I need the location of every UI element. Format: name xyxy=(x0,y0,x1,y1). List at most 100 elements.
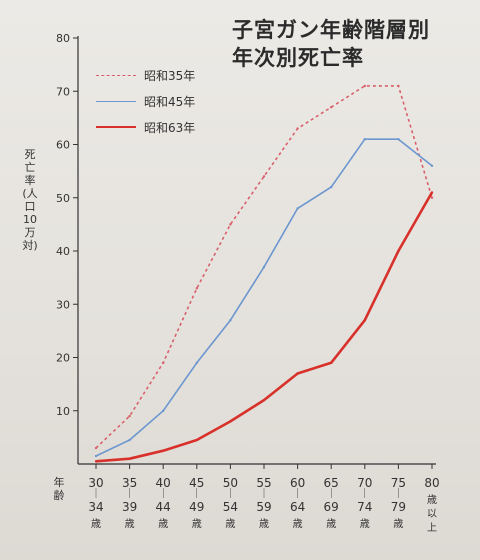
x-tick-dash-2: ｜ xyxy=(158,489,169,500)
series-0-point-3 xyxy=(195,287,198,290)
series-1-point-3 xyxy=(195,361,198,365)
x-tick-label-1: 35 ｜ 39 歳 xyxy=(122,476,138,532)
x-tick-hi-7: 69 xyxy=(323,500,339,514)
x-tick-hi-4: 54 xyxy=(222,500,239,514)
series-0-point-8 xyxy=(363,84,366,88)
x-tick-label-5: 55 ｜ 59 歳 xyxy=(256,476,272,532)
x-tick-suffix-0: 歳 xyxy=(91,519,101,530)
y-tick-label-50: 50 xyxy=(56,192,70,205)
x-tick-dash-3: ｜ xyxy=(191,489,202,500)
x-tick-label-10: 80 歳以上 xyxy=(424,476,440,536)
x-tick-label-2: 40 ｜ 44 歳 xyxy=(155,476,171,532)
series-1-point-0 xyxy=(94,454,98,458)
x-tick-dash-5: ｜ xyxy=(259,489,269,500)
x-tick-lo-6: 60 xyxy=(289,476,306,490)
x-tick-suffix-3: 歳 xyxy=(191,519,202,530)
x-tick-label-4: 50 ｜ 54 歳 xyxy=(222,476,238,532)
y-tick-label-10: 10 xyxy=(56,405,70,418)
series-0-point-6 xyxy=(296,127,299,130)
series-1-point-7 xyxy=(330,185,333,189)
legend-item-s35: 昭和35年 xyxy=(96,62,195,88)
x-tick-lo-7: 65 xyxy=(323,476,339,490)
y-tick-label-80: 80 xyxy=(56,32,70,45)
series-2-point-4 xyxy=(229,420,232,423)
series-line-2 xyxy=(95,191,434,463)
series-2-point-0 xyxy=(94,460,98,463)
series-1-point-8 xyxy=(363,137,366,141)
series-2-point-10 xyxy=(430,191,434,194)
series-1-point-4 xyxy=(229,319,232,322)
x-tick-label-0: 30 ｜ 34 歳 xyxy=(88,476,104,532)
series-2-point-1 xyxy=(128,457,131,460)
y-tick-label-40: 40 xyxy=(56,245,70,258)
x-tick-lo-4: 50 xyxy=(222,476,239,490)
legend-item-s45: 昭和45年 xyxy=(96,88,195,114)
legend-swatch-s63 xyxy=(96,126,136,128)
legend-item-s63: 昭和63年 xyxy=(96,114,195,140)
series-2-point-9 xyxy=(397,249,400,253)
legend-swatch-s45 xyxy=(96,100,136,102)
series-0-point-5 xyxy=(262,175,266,178)
x-tick-label-8: 70 ｜ 74 歳 xyxy=(357,476,373,532)
series-0-point-4 xyxy=(229,223,232,226)
x-tick-label-3: 45 ｜ 49 歳 xyxy=(189,476,205,532)
x-tick-label-7: 65 ｜ 69 歳 xyxy=(323,476,339,532)
x-tick-suffix-4: 歳 xyxy=(225,519,236,530)
y-tick-label-70: 70 xyxy=(56,85,70,98)
x-tick-lo-5: 55 xyxy=(256,476,272,490)
x-tick-dash-8: ｜ xyxy=(359,489,370,500)
series-1-point-6 xyxy=(296,207,299,210)
series-2-point-8 xyxy=(363,319,366,322)
x-tick-suffix-8: 歳 xyxy=(359,519,370,530)
series-2-point-6 xyxy=(296,372,299,375)
y-tick-label-30: 30 xyxy=(56,298,70,311)
x-tick-suffix-5: 歳 xyxy=(259,519,269,530)
series-0-point-1 xyxy=(128,414,131,418)
x-tick-lo-2: 40 xyxy=(155,476,171,490)
x-tick-label-9: 75 ｜ 79 歳 xyxy=(390,476,406,532)
x-tick-lo-10: 80 xyxy=(424,476,440,490)
x-tick-hi-2: 44 xyxy=(155,500,171,514)
x-tick-dash-7: ｜ xyxy=(326,489,337,500)
series-0-point-2 xyxy=(162,361,165,365)
x-tick-lo-1: 35 xyxy=(121,476,138,490)
x-tick-dash-4: ｜ xyxy=(225,489,236,500)
x-tick-dash-1: ｜ xyxy=(124,489,135,500)
x-tick-suffix-10: 歳以上 xyxy=(427,495,437,534)
legend: 昭和35年 昭和45年 昭和63年 xyxy=(96,62,195,140)
x-tick-dash-0: ｜ xyxy=(91,489,101,500)
x-tick-hi-9: 79 xyxy=(390,500,407,514)
x-tick-suffix-6: 歳 xyxy=(292,519,303,530)
series-line-1 xyxy=(95,138,433,457)
legend-label-s45: 昭和45年 xyxy=(144,94,196,109)
x-tick-hi-0: 34 xyxy=(88,500,104,514)
series-1-point-2 xyxy=(162,409,165,412)
chart-title-line-1: 子宮ガン年齢階層別 xyxy=(232,18,430,42)
series-0-point-0 xyxy=(94,446,98,450)
x-tick-lo-0: 30 xyxy=(88,476,104,490)
y-tick-label-60: 60 xyxy=(56,139,70,152)
chart-title-line-2: 年次別死亡率 xyxy=(232,46,364,70)
series-0-point-9 xyxy=(397,84,400,88)
x-tick-label-6: 60 ｜ 64 歳 xyxy=(290,476,306,532)
legend-label-s63: 昭和63年 xyxy=(144,120,196,135)
x-tick-dash-9: ｜ xyxy=(393,489,404,500)
legend-label-s35: 昭和35年 xyxy=(144,68,196,83)
series-2-point-7 xyxy=(330,361,333,365)
x-tick-suffix-1: 歳 xyxy=(124,519,135,530)
series-1-point-9 xyxy=(397,137,400,141)
x-tick-suffix-2: 歳 xyxy=(158,519,169,530)
x-tick-hi-1: 39 xyxy=(121,500,138,514)
x-tick-dash-6: ｜ xyxy=(292,489,303,500)
x-tick-hi-5: 59 xyxy=(256,500,272,514)
x-tick-lo-9: 75 xyxy=(390,476,407,490)
series-1-point-5 xyxy=(262,265,266,269)
x-axis-label: 年齢 xyxy=(53,476,65,502)
series-0-point-10 xyxy=(430,196,434,199)
series-1-point-10 xyxy=(430,164,434,167)
y-tick-label-20: 20 xyxy=(56,352,70,365)
x-tick-hi-6: 64 xyxy=(289,500,306,514)
x-tick-hi-8: 74 xyxy=(357,500,373,514)
